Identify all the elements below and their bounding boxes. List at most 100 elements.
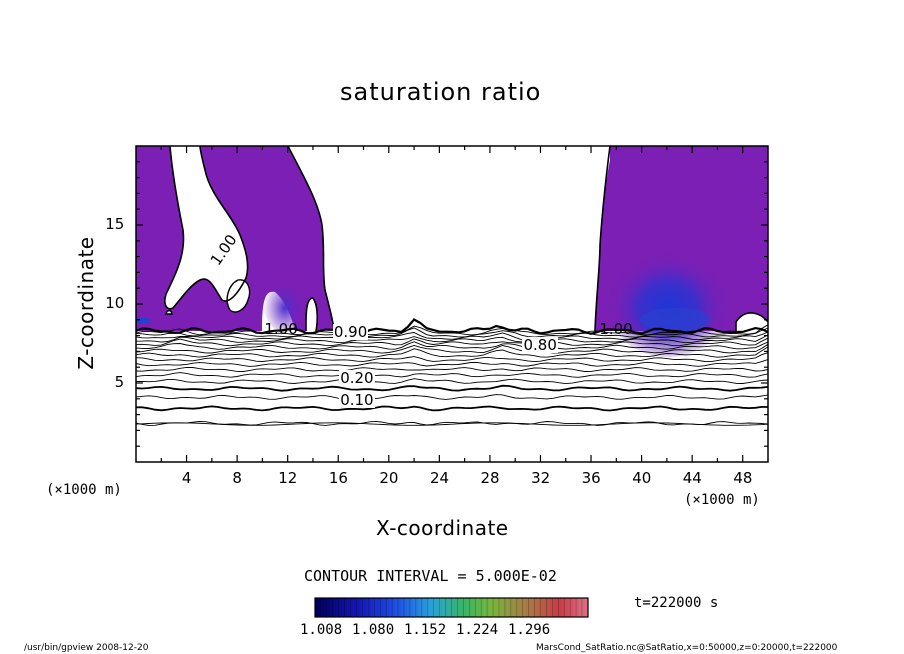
colorbar-swatch bbox=[498, 598, 503, 617]
colorbar-swatch bbox=[401, 598, 405, 617]
colorbar-swatch bbox=[406, 598, 411, 617]
x-axis-ticks bbox=[160, 146, 744, 462]
x-tick-label: 24 bbox=[429, 469, 450, 487]
colorbar-swatch bbox=[335, 598, 340, 617]
colorbar-swatch bbox=[466, 598, 470, 617]
contour-line bbox=[136, 346, 768, 358]
colorbar-swatch bbox=[418, 598, 423, 617]
colorbar-swatch bbox=[561, 598, 565, 617]
y-tick-label: 10 bbox=[105, 294, 125, 312]
colorbar-swatch bbox=[493, 598, 497, 617]
colorbar-swatch bbox=[469, 598, 473, 617]
contour-interval: CONTOUR INTERVAL = 5.000E-02 bbox=[304, 567, 557, 585]
colorbar-swatch bbox=[409, 598, 414, 617]
colorbar-swatch bbox=[329, 598, 334, 617]
y-axis-label: Z-coordinate bbox=[74, 236, 98, 370]
x-tick-label: 28 bbox=[480, 469, 500, 487]
colorbar-label: 1.224 bbox=[456, 622, 499, 638]
contour-line bbox=[136, 366, 768, 372]
colorbar-swatch bbox=[552, 598, 556, 617]
supersaturation-fill bbox=[136, 146, 768, 357]
x-unit-left: (×1000 m) bbox=[46, 482, 122, 498]
colorbar-frame bbox=[314, 597, 589, 618]
colorbar-label: 1.296 bbox=[508, 622, 551, 638]
colorbar-label: 1.152 bbox=[404, 622, 447, 638]
footer-left: /usr/bin/gpview 2008-12-20 bbox=[24, 643, 149, 653]
contour-label: 0.10 bbox=[339, 390, 375, 409]
contour-line bbox=[136, 334, 768, 344]
x-tick-label: 48 bbox=[733, 469, 753, 487]
colorbar-swatch bbox=[315, 598, 319, 617]
colorbar-swatch bbox=[338, 598, 343, 617]
colorbar-swatch bbox=[540, 598, 544, 617]
colorbar-swatch bbox=[573, 598, 577, 617]
contour-line bbox=[136, 337, 768, 347]
colorbar-swatch bbox=[398, 598, 402, 617]
x-axis-label: X-coordinate bbox=[376, 516, 509, 540]
contour-line bbox=[136, 327, 768, 338]
colorbar-swatch bbox=[323, 598, 328, 617]
colorbar-swatch bbox=[546, 598, 550, 617]
colorbar-swatch bbox=[395, 598, 399, 617]
footer-right: MarsCond_SatRatio.nc@SatRatio,x=0:50000,… bbox=[536, 643, 838, 653]
colorbar-swatch bbox=[460, 598, 464, 617]
colorbar-swatch bbox=[543, 598, 547, 617]
colorbar-swatch bbox=[386, 598, 390, 617]
colorbar-swatch bbox=[430, 598, 434, 617]
colorbar-swatch bbox=[454, 598, 458, 617]
colorbar-swatch bbox=[570, 598, 574, 617]
colorbar-swatch bbox=[576, 598, 580, 617]
colorbar-swatch bbox=[371, 598, 375, 617]
colorbar-swatch bbox=[501, 598, 506, 617]
colorbar-swatch bbox=[525, 598, 529, 617]
colorbar-swatch bbox=[380, 598, 384, 617]
colorbar-swatch bbox=[579, 598, 583, 617]
y-tick-label: 5 bbox=[114, 373, 125, 391]
colorbar-swatch bbox=[356, 598, 360, 617]
colorbar-swatch bbox=[582, 598, 586, 617]
colorbar-swatch bbox=[332, 598, 337, 617]
time-label: t=222000 s bbox=[634, 595, 719, 611]
colorbar-swatch bbox=[472, 598, 476, 617]
x-tick-label: 36 bbox=[581, 469, 601, 487]
colorbar-swatch bbox=[392, 598, 396, 617]
colorbar-swatch bbox=[507, 598, 512, 617]
contour-1-00 bbox=[164, 146, 768, 332]
colorbar-swatch bbox=[463, 598, 467, 617]
colorbar-swatch bbox=[362, 598, 366, 617]
colorbar-swatch bbox=[457, 598, 461, 617]
contour-line bbox=[136, 420, 768, 426]
contour-label: 1.00 bbox=[264, 319, 298, 338]
x-tick-label: 12 bbox=[278, 469, 298, 487]
x-tick-label: 8 bbox=[232, 469, 242, 487]
colorbar-swatch bbox=[555, 598, 559, 617]
contour-line bbox=[136, 331, 768, 341]
contour-label: 0.90 bbox=[332, 323, 369, 342]
colorbar-swatch bbox=[353, 598, 357, 617]
contour-line bbox=[136, 394, 768, 400]
colorbar-swatch bbox=[424, 598, 429, 617]
x-tick-label: 40 bbox=[632, 469, 652, 487]
colorbar-swatch bbox=[504, 598, 509, 617]
colorbar-swatch bbox=[389, 598, 393, 617]
colorbar-swatch bbox=[522, 598, 526, 617]
contour-label: 1.00 bbox=[599, 319, 633, 338]
contour-line bbox=[136, 352, 768, 363]
contour-line bbox=[136, 372, 768, 378]
x-tick-label: 44 bbox=[682, 469, 702, 487]
colorbar-swatch bbox=[448, 598, 452, 617]
x-tick-label: 16 bbox=[328, 469, 348, 487]
colorbar-swatch bbox=[513, 598, 518, 617]
colorbar-swatch bbox=[368, 598, 372, 617]
colorbar-swatch bbox=[558, 598, 562, 617]
colorbar-swatch bbox=[359, 598, 363, 617]
colorbar-swatch bbox=[374, 598, 378, 617]
x-unit-right: (×1000 m) bbox=[684, 492, 760, 508]
colorbar-swatch bbox=[510, 598, 515, 617]
colorbar-swatch bbox=[347, 598, 351, 617]
colorbar-swatch bbox=[427, 598, 432, 617]
colorbar-swatch bbox=[320, 598, 325, 617]
colorbar-swatch bbox=[537, 598, 541, 617]
colorbar-swatch bbox=[478, 598, 482, 617]
